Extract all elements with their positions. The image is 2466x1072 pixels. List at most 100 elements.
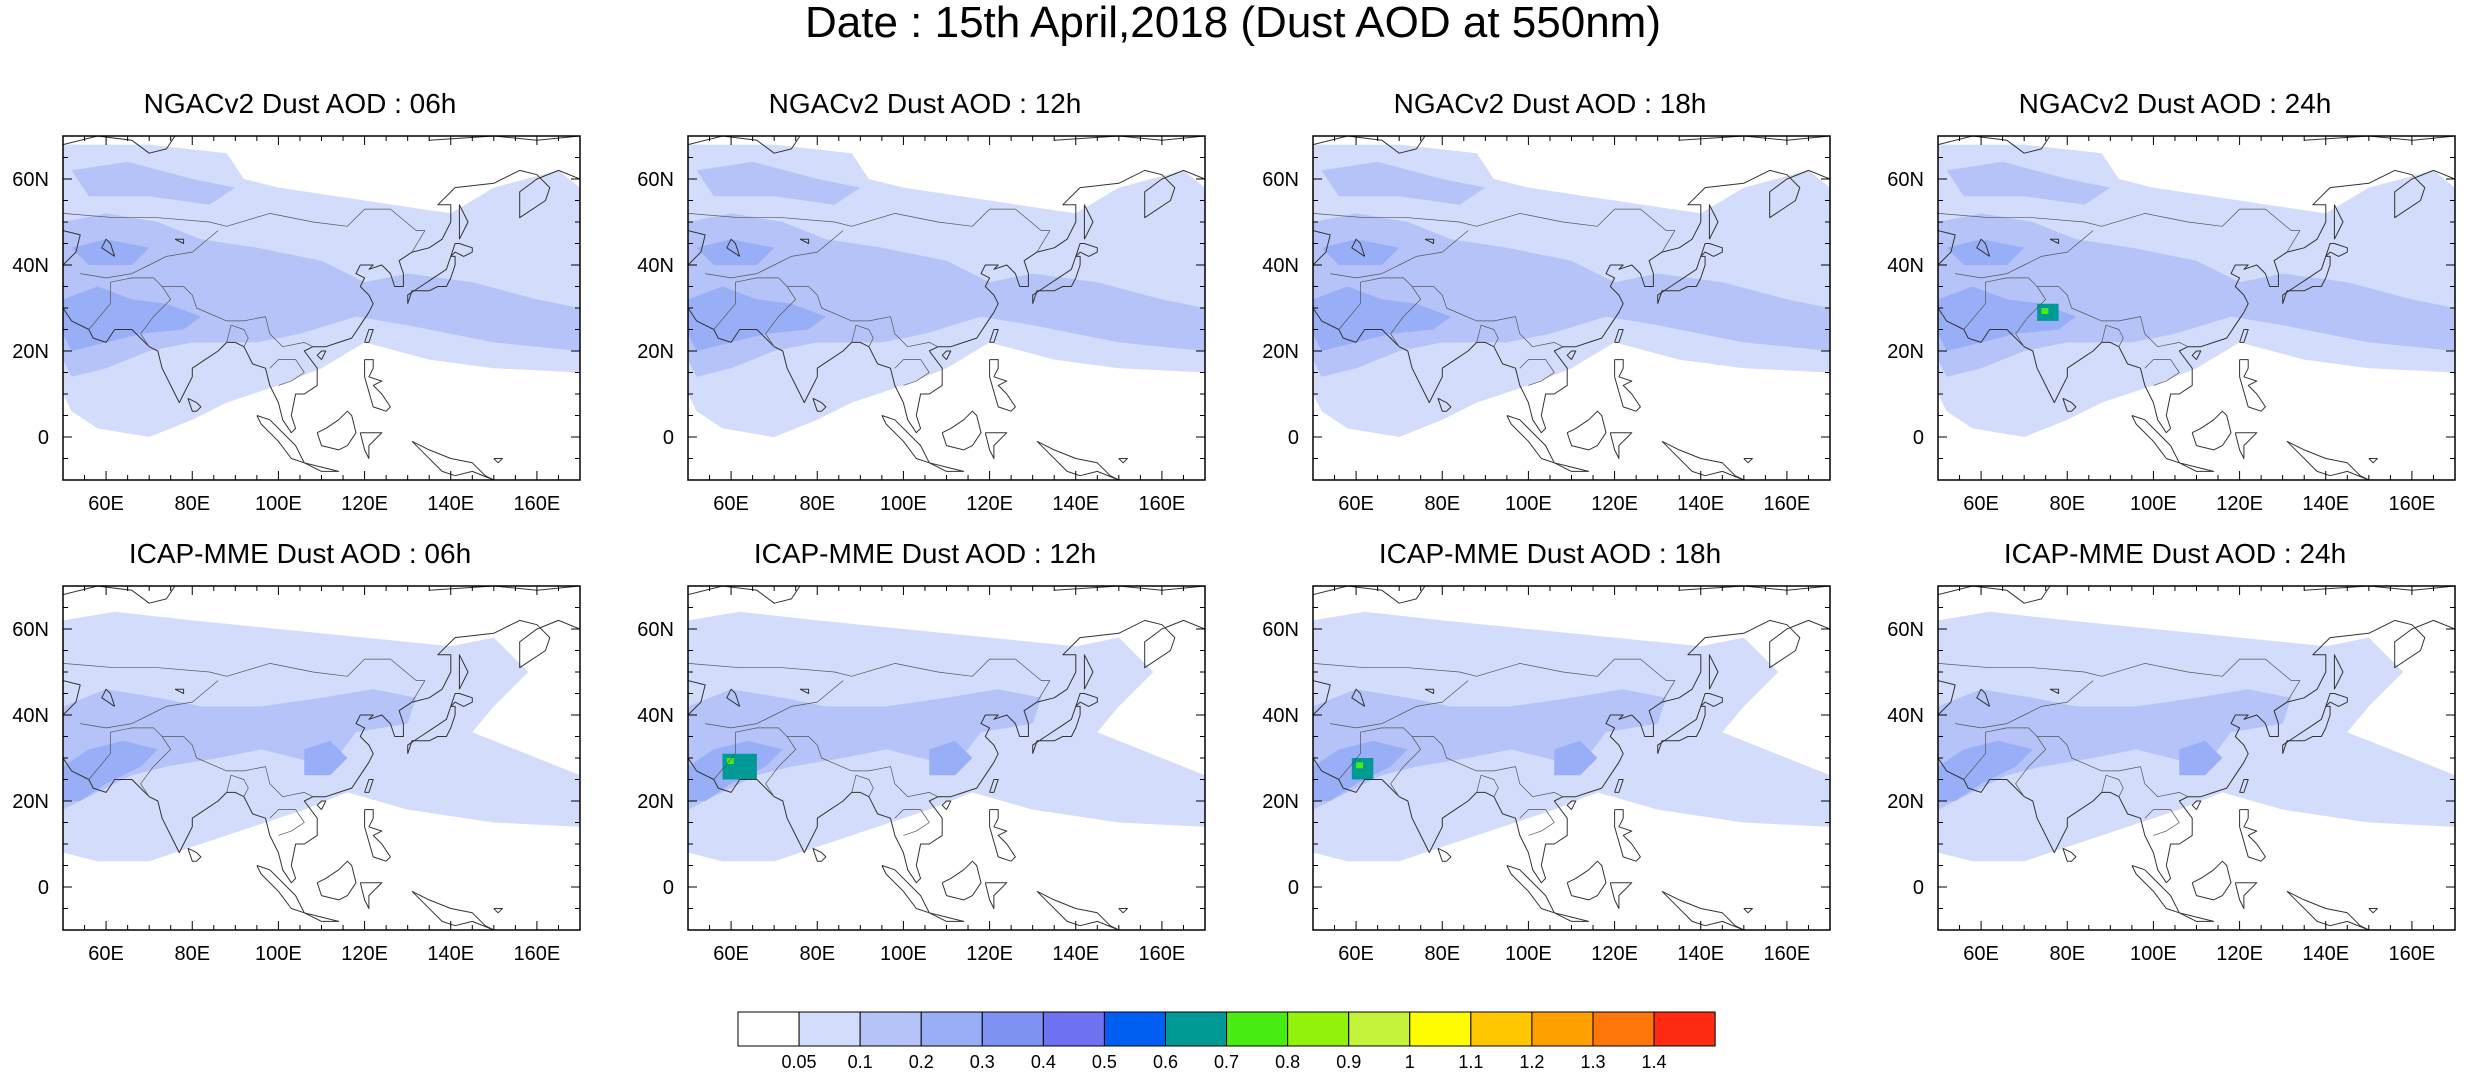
colorbar-label: 0.7 — [1214, 1052, 1239, 1072]
border-line — [894, 359, 930, 386]
dust-field — [1313, 611, 1830, 862]
coastline — [2131, 865, 2180, 914]
coastline — [2333, 204, 2344, 240]
lon-tick-label: 80E — [1424, 493, 1460, 515]
coastline — [304, 462, 340, 472]
aod-contour-0.2 — [1313, 213, 1830, 377]
aod-hotspot — [722, 753, 757, 780]
colorbar: 0.05 0.1 0.2 0.3 0.4 0.5 0.6 0.7 0.8 0.9 1 1.1 1.2 1.… — [737, 1011, 1728, 1072]
coastline — [1614, 809, 1641, 862]
colorbar-swatch — [1164, 1011, 1228, 1047]
lon-tick-label: 100E — [2130, 943, 2177, 965]
lon-tick-label: 60E — [88, 943, 124, 965]
lat-tick-label: 0 — [38, 877, 49, 899]
lon-tick-label: 140E — [1677, 943, 1724, 965]
coastline — [2131, 415, 2180, 464]
coastline — [407, 255, 456, 304]
coastline — [2286, 440, 2370, 480]
lat-tick-label: 40N — [637, 255, 674, 277]
lon-tick-label: 160E — [514, 943, 561, 965]
coastline — [1566, 350, 1577, 360]
colorbar-label: 0.2 — [909, 1052, 934, 1072]
coastline — [941, 860, 982, 901]
coastline — [1614, 779, 1624, 793]
coastline — [1554, 912, 1590, 922]
border-line — [80, 230, 219, 279]
dust-field — [1938, 144, 2455, 437]
colorbar-label: 0.8 — [1275, 1052, 1300, 1072]
coastline — [407, 705, 456, 754]
lat-tick-label: 60N — [1887, 619, 1924, 641]
aod-contour-0.3 — [1313, 286, 1451, 351]
figure-title: Date : 15th April,2018 (Dust AOD at 550n… — [804, 0, 1661, 47]
lat-tick-label: 20N — [1262, 791, 1299, 813]
map-panel: ICAP-MME Dust AOD : 18h 60E 80E 100E 120E 140… — [1250, 538, 1850, 990]
coastline — [364, 779, 374, 793]
lat-tick-label: 60N — [12, 619, 49, 641]
coastline — [2325, 693, 2348, 707]
coastline — [1351, 688, 1366, 707]
border-line — [226, 324, 249, 347]
aod-contour-0.3 — [1938, 740, 2033, 801]
coastline — [63, 169, 580, 434]
colorbar-swatch — [737, 1011, 800, 1047]
lon-tick-label: 80E — [799, 493, 835, 515]
colorbar-svg: 0.05 0.1 0.2 0.3 0.4 0.5 0.6 0.7 0.8 0.9 1 1.1 1.2 1.… — [737, 1011, 1716, 1072]
colorbar-swatch — [1287, 1011, 1350, 1047]
map-panel: NGACv2 Dust AOD : 06h 60E 80E 100E 120E 140E 1… — [0, 88, 600, 540]
coastline — [1506, 865, 1555, 914]
lon-tick-label: 60E — [1963, 943, 1999, 965]
lon-tick-label: 120E — [966, 493, 1013, 515]
map-svg: 60E 80E 100E 120E 140E 160E 60N 40N 20N 0 — [1887, 135, 2456, 515]
colorbar-swatch — [1470, 1011, 1533, 1047]
coastline — [989, 359, 1016, 412]
lat-tick-label: 60N — [1887, 169, 1924, 191]
aod-contour-0.2 — [1313, 689, 1667, 810]
aod-contour-0.2 — [696, 161, 861, 205]
coastline — [1700, 243, 1723, 257]
coastline — [174, 238, 185, 244]
panel-title: ICAP-MME Dust AOD : 18h — [1378, 538, 1722, 569]
dust-field — [63, 611, 580, 862]
border-line — [851, 774, 874, 797]
border-line — [88, 277, 172, 347]
aod-contour-0.2 — [63, 689, 417, 810]
border-line — [713, 727, 797, 797]
lon-tick-label: 160E — [1764, 943, 1811, 965]
border-line — [1963, 277, 2047, 347]
lat-tick-label: 20N — [637, 791, 674, 813]
lat-tick-label: 60N — [1262, 169, 1299, 191]
aod-hotspot-core — [726, 758, 734, 764]
lat-tick-label: 60N — [637, 169, 674, 191]
aod-contour-0.3 — [1554, 740, 1598, 776]
coastline — [493, 458, 503, 464]
colorbar-label: 0.6 — [1153, 1052, 1178, 1072]
border-line — [705, 230, 844, 279]
border-line — [1955, 230, 2094, 279]
coastline — [63, 136, 201, 154]
coastline — [1566, 800, 1577, 810]
dust-field — [688, 611, 1205, 862]
border-line — [1412, 736, 1564, 798]
coastline — [1313, 136, 1451, 154]
coastlines — [63, 136, 580, 480]
lon-tick-label: 100E — [2130, 493, 2177, 515]
coastline — [1118, 908, 1128, 914]
coastline — [799, 688, 810, 694]
lon-tick-label: 100E — [1505, 493, 1552, 515]
lat-tick-label: 20N — [637, 341, 674, 363]
lon-tick-label: 60E — [1338, 943, 1374, 965]
map-panel: ICAP-MME Dust AOD : 06h 60E 80E 100E 120E 140… — [0, 538, 600, 990]
coastline — [450, 243, 473, 257]
lon-tick-label: 160E — [1764, 493, 1811, 515]
lon-tick-label: 140E — [2302, 943, 2349, 965]
lat-tick-label: 20N — [1887, 341, 1924, 363]
lon-tick-label: 120E — [2216, 943, 2263, 965]
aod-contour-0.2 — [1938, 689, 2292, 810]
border-line — [787, 736, 939, 798]
coastline — [1657, 255, 1706, 304]
coastline — [1313, 680, 1331, 716]
colorbar-label: 1.4 — [1642, 1052, 1667, 1072]
coastline — [1743, 458, 1753, 464]
coastline — [2286, 890, 2370, 930]
